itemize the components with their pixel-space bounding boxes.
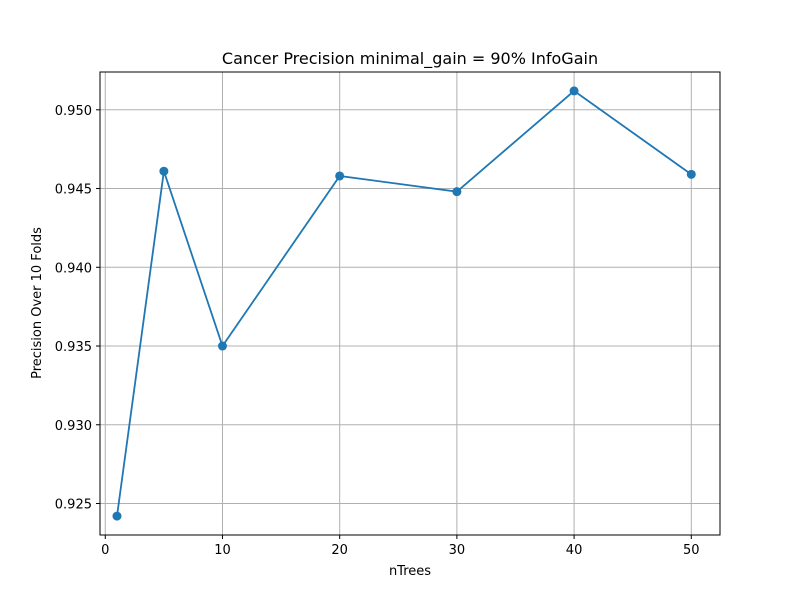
data-point	[217, 341, 227, 351]
chart-title: Cancer Precision minimal_gain = 90% Info…	[222, 49, 598, 69]
x-tick-label: 30	[449, 543, 466, 558]
y-axis-label: Precision Over 10 Folds	[30, 227, 45, 379]
x-tick-label: 10	[214, 543, 231, 558]
y-tick-label: 0.940	[55, 261, 92, 276]
x-tick-label: 20	[331, 543, 348, 558]
data-point	[686, 169, 696, 179]
data-point	[452, 187, 462, 197]
data-point	[335, 171, 345, 181]
x-tick-label: 40	[566, 543, 583, 558]
series-layer	[112, 86, 696, 521]
axis-ticks: 0 10 20 30 40 50 0.925 0.930 0.935 0.940 0.945 0.95…	[55, 104, 700, 558]
plot-frame	[99, 71, 721, 536]
y-tick-label: 0.925	[55, 498, 92, 513]
y-tick-label: 0.950	[55, 104, 92, 119]
data-point	[112, 511, 122, 521]
y-tick-label: 0.945	[55, 183, 92, 198]
data-point	[159, 166, 169, 176]
y-tick-label: 0.930	[55, 419, 92, 434]
y-tick-label: 0.935	[55, 340, 92, 355]
data-point	[569, 86, 579, 96]
x-tick-label: 0	[101, 543, 109, 558]
grid-lines	[100, 72, 720, 535]
x-tick-label: 50	[683, 543, 700, 558]
x-axis-label: nTrees	[389, 564, 431, 579]
